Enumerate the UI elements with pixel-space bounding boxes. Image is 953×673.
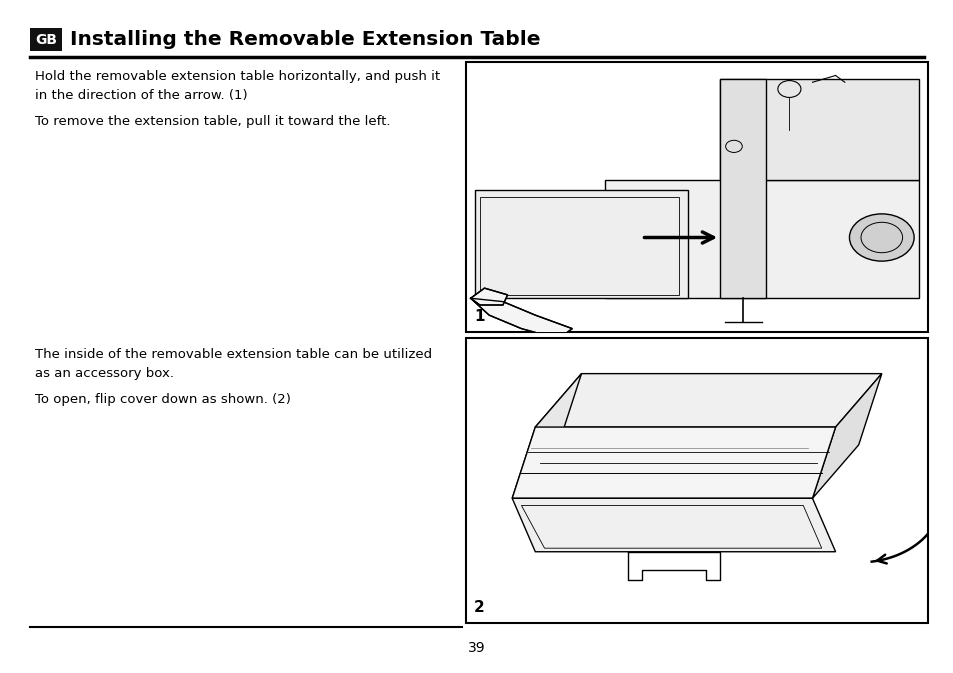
Text: Installing the Removable Extension Table: Installing the Removable Extension Table <box>70 30 540 49</box>
Text: 2: 2 <box>474 600 484 615</box>
Text: To remove the extension table, pull it toward the left.: To remove the extension table, pull it t… <box>35 115 390 128</box>
Polygon shape <box>475 190 687 298</box>
Bar <box>479 197 678 295</box>
Polygon shape <box>470 288 507 305</box>
Polygon shape <box>512 498 835 552</box>
Polygon shape <box>812 374 881 498</box>
Polygon shape <box>604 180 918 298</box>
Text: The inside of the removable extension table can be utilized
as an accessory box.: The inside of the removable extension ta… <box>35 348 432 380</box>
Text: To open, flip cover down as shown. (2): To open, flip cover down as shown. (2) <box>35 393 291 406</box>
Bar <box>465 338 927 623</box>
Text: 39: 39 <box>468 641 485 655</box>
Circle shape <box>848 214 913 261</box>
Text: 1: 1 <box>474 309 484 324</box>
Bar <box>30 28 62 51</box>
Text: GB: GB <box>35 32 57 46</box>
Polygon shape <box>720 79 765 298</box>
Polygon shape <box>535 374 881 427</box>
Polygon shape <box>512 427 835 498</box>
Polygon shape <box>512 374 581 498</box>
Polygon shape <box>470 298 572 339</box>
Bar <box>465 62 927 332</box>
Polygon shape <box>720 79 918 180</box>
Text: Hold the removable extension table horizontally, and push it
in the direction of: Hold the removable extension table horiz… <box>35 70 439 102</box>
